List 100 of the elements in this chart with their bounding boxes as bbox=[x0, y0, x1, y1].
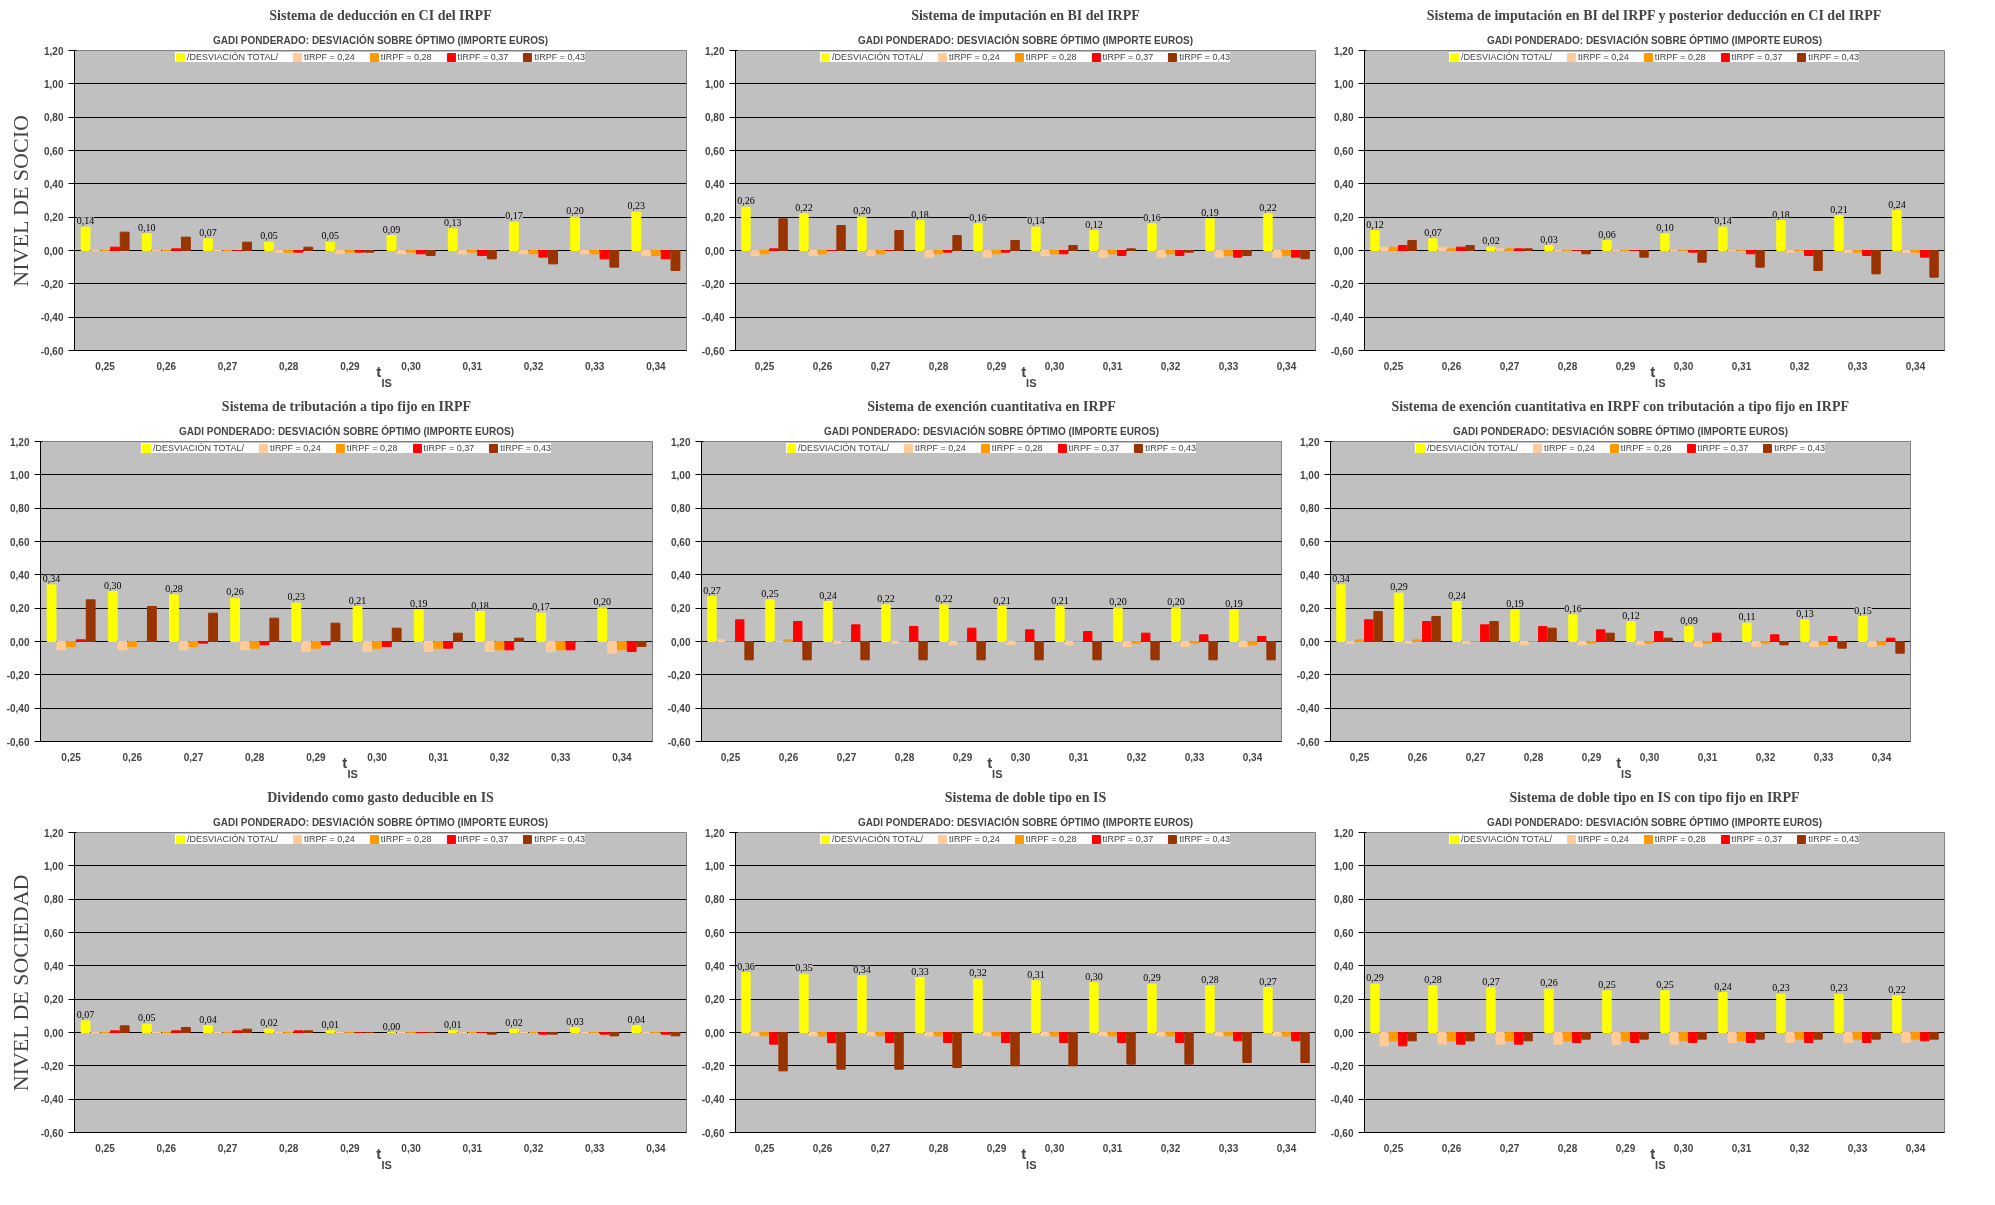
bar bbox=[1122, 641, 1132, 647]
bar bbox=[1165, 250, 1176, 255]
y-tick-label: 0,00 bbox=[44, 1027, 64, 1039]
y-tick-label: 0,40 bbox=[1300, 569, 1320, 581]
data-label: 0,02 bbox=[505, 1017, 523, 1029]
legend-label: /DESVIACIÓN TOTAL/ bbox=[186, 834, 278, 844]
y-tick-label: -0,60 bbox=[701, 1127, 725, 1139]
data-label: 0,27 bbox=[703, 584, 721, 596]
y-tick-label: 0,40 bbox=[1334, 960, 1354, 972]
legend-label: tIRPF = 0,24 bbox=[303, 52, 355, 62]
bar bbox=[1688, 1032, 1698, 1043]
x-tick-label: 0,29 bbox=[306, 751, 327, 763]
bar bbox=[1010, 240, 1020, 251]
bar bbox=[119, 231, 130, 251]
y-tick-label: 0,20 bbox=[705, 994, 725, 1006]
y-tick-label: 0,20 bbox=[10, 603, 30, 615]
legend-label: tIRPF = 0,43 bbox=[534, 52, 586, 62]
bar bbox=[885, 1032, 895, 1043]
bar bbox=[570, 216, 581, 251]
data-label: 0,01 bbox=[443, 1018, 462, 1030]
y-tick-label: -0,20 bbox=[667, 669, 691, 681]
data-label: 0,12 bbox=[1366, 218, 1384, 230]
bar bbox=[875, 250, 886, 255]
x-tick-label: 0,30 bbox=[401, 1142, 422, 1154]
x-tick-label: 0,33 bbox=[584, 360, 605, 372]
y-tick-label: 1,20 bbox=[10, 436, 30, 448]
y-tick-label: 1,00 bbox=[44, 860, 64, 872]
bar bbox=[1596, 629, 1606, 642]
bar bbox=[793, 621, 803, 642]
data-label: 0,22 bbox=[795, 201, 813, 213]
bar bbox=[452, 632, 463, 642]
chart-subtitle: GADI PONDERADO: DESVIACIÓN SOBRE ÓPTIMO (IMPORTE EUROS) bbox=[857, 33, 1194, 46]
bar bbox=[909, 626, 919, 642]
bar bbox=[107, 591, 118, 642]
x-tick-label: 0,27 bbox=[870, 1142, 891, 1154]
y-tick-label: 0,60 bbox=[1334, 927, 1354, 939]
bar bbox=[1437, 1032, 1447, 1045]
bar bbox=[1126, 1032, 1136, 1065]
x-tick-label: 0,32 bbox=[1160, 1142, 1181, 1154]
legend-label: tIRPF = 0,24 bbox=[914, 443, 966, 453]
x-tick-label: 0,33 bbox=[1813, 751, 1834, 763]
legend-label: tIRPF = 0,28 bbox=[380, 834, 432, 844]
legend-label: tIRPF = 0,43 bbox=[1179, 52, 1231, 62]
bar bbox=[146, 606, 157, 642]
bar bbox=[1639, 1032, 1649, 1040]
y-tick-label: 0,40 bbox=[1334, 178, 1354, 190]
x-tick-label: 0,25 bbox=[720, 751, 741, 763]
y-tick-label: 0,20 bbox=[1334, 212, 1354, 224]
bar bbox=[325, 241, 336, 251]
x-tick-label: 0,29 bbox=[1615, 1142, 1636, 1154]
bar bbox=[1456, 246, 1466, 251]
bar bbox=[1562, 1032, 1573, 1042]
x-tick-label: 0,27 bbox=[1499, 1142, 1520, 1154]
y-tick-label: 0,80 bbox=[671, 503, 691, 515]
bar bbox=[1630, 1032, 1640, 1043]
bar bbox=[857, 216, 867, 251]
bar bbox=[1141, 632, 1151, 642]
x-tick-label: 0,29 bbox=[1581, 751, 1602, 763]
data-label: 0,32 bbox=[969, 967, 987, 979]
x-tick-label: 0,28 bbox=[894, 751, 915, 763]
x-tick-label: 0,28 bbox=[278, 1142, 299, 1154]
bar bbox=[46, 584, 57, 642]
bar bbox=[546, 641, 556, 652]
y-tick-label: 0,80 bbox=[1300, 503, 1320, 515]
x-tick-label: 0,27 bbox=[1499, 360, 1520, 372]
x-tick-label: 0,30 bbox=[401, 360, 422, 372]
bar bbox=[1370, 983, 1380, 1033]
bar bbox=[1568, 614, 1578, 642]
bar bbox=[1059, 1032, 1069, 1043]
bar bbox=[391, 627, 402, 642]
data-label: 0,07 bbox=[76, 1008, 95, 1020]
chart-subtitle: GADI PONDERADO: DESVIACIÓN SOBRE ÓPTIMO (IMPORTE EUROS) bbox=[823, 424, 1160, 437]
x-tick-label: 0,26 bbox=[156, 360, 177, 372]
bar bbox=[1837, 641, 1847, 649]
data-label: 0,13 bbox=[1796, 607, 1814, 619]
y-tick-label: 0,00 bbox=[44, 245, 64, 257]
bar bbox=[1266, 641, 1276, 661]
x-tick-label: 0,33 bbox=[584, 1142, 605, 1154]
bar bbox=[1813, 250, 1823, 271]
x-tick-label: 0,34 bbox=[1276, 360, 1297, 372]
bar bbox=[372, 641, 383, 649]
bar bbox=[1156, 1032, 1166, 1037]
x-tick-label: 0,30 bbox=[1010, 751, 1031, 763]
bar bbox=[1818, 641, 1829, 646]
bar bbox=[1064, 641, 1074, 646]
x-axis-title: tIS bbox=[987, 753, 1003, 780]
y-tick-label: -0,20 bbox=[1330, 1060, 1354, 1072]
bar bbox=[509, 221, 519, 251]
bar bbox=[1422, 621, 1432, 642]
data-label: 0,31 bbox=[1027, 968, 1045, 980]
legend-label: tIRPF = 0,43 bbox=[1774, 443, 1826, 453]
data-label: 0,30 bbox=[103, 579, 122, 591]
x-tick-label: 0,34 bbox=[646, 1142, 667, 1154]
x-tick-label: 0,28 bbox=[1557, 1142, 1578, 1154]
bar bbox=[778, 218, 788, 251]
bar bbox=[1929, 250, 1939, 278]
y-tick-label: 0,80 bbox=[44, 112, 64, 124]
bar bbox=[1834, 993, 1844, 1033]
legend-label: tIRPF = 0,24 bbox=[948, 834, 1000, 844]
bar bbox=[1519, 641, 1529, 646]
